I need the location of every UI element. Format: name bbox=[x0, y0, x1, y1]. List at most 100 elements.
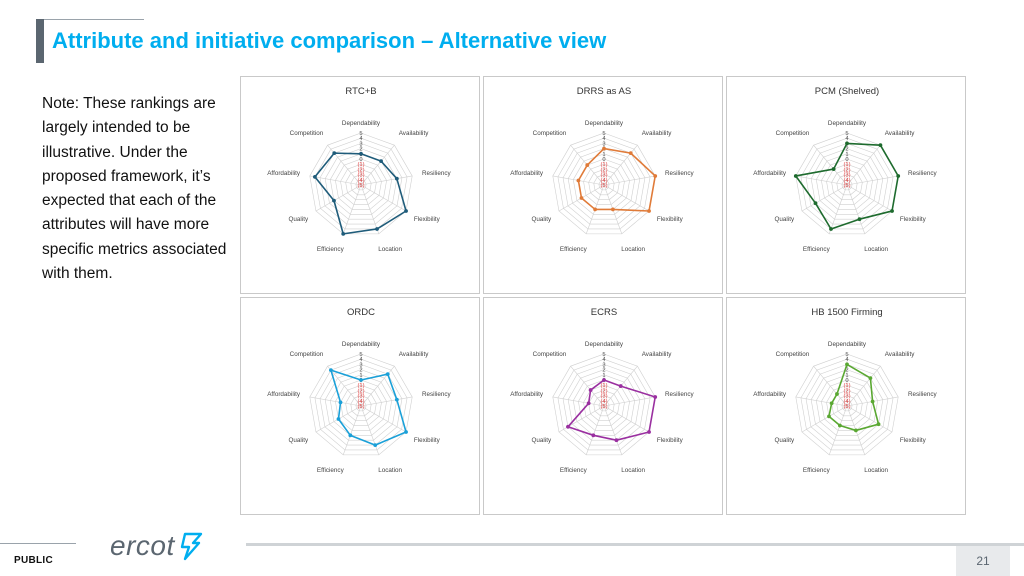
grid-spoke bbox=[828, 184, 848, 234]
grid-ring bbox=[821, 158, 873, 210]
axis-label: Quality bbox=[532, 216, 552, 223]
grid-ring bbox=[567, 369, 641, 441]
data-point bbox=[890, 209, 894, 213]
axis-label: Affordability bbox=[510, 170, 544, 177]
scale-tick-label: 2 bbox=[359, 368, 362, 374]
series-line bbox=[314, 152, 407, 235]
axis-label: Location bbox=[378, 246, 402, 253]
axis-label: Flexibility bbox=[657, 216, 684, 223]
grid-ring bbox=[340, 384, 382, 426]
grid-spoke bbox=[795, 175, 848, 186]
grid-ring bbox=[841, 400, 853, 412]
scale-tick-label: 4 bbox=[602, 357, 606, 363]
axis-label: Location bbox=[864, 246, 888, 253]
scale-tick-label: (2) bbox=[357, 388, 364, 394]
axis-label: Flexibility bbox=[414, 437, 441, 444]
grid-spoke bbox=[603, 184, 650, 212]
grid-spoke bbox=[315, 184, 362, 212]
scale-tick-label: 0 bbox=[845, 378, 848, 384]
grid-spoke bbox=[801, 184, 848, 212]
page-number: 21 bbox=[976, 554, 990, 568]
data-point bbox=[593, 207, 598, 212]
grid-spoke bbox=[360, 175, 413, 186]
data-point bbox=[591, 433, 596, 438]
data-point bbox=[385, 372, 390, 377]
scale-tick-label: (3) bbox=[843, 394, 850, 400]
grid-spoke bbox=[603, 405, 650, 433]
axis-label: Quality bbox=[289, 437, 309, 444]
axis-label: Location bbox=[621, 246, 645, 253]
axis-label: Dependability bbox=[585, 120, 624, 127]
grid-ring bbox=[800, 358, 894, 451]
axis-label: Efficiency bbox=[317, 467, 345, 474]
axis-label: Quality bbox=[289, 216, 309, 223]
grid-ring bbox=[329, 374, 393, 436]
data-point bbox=[566, 424, 570, 429]
grid-ring bbox=[593, 174, 615, 196]
data-point bbox=[813, 201, 818, 206]
chart-title: ECRS bbox=[591, 307, 617, 318]
scale-tick-label: (4) bbox=[843, 178, 850, 184]
data-point bbox=[379, 159, 383, 163]
axis-label: Competition bbox=[290, 351, 324, 358]
axis-label: Efficiency bbox=[803, 467, 831, 474]
grid-spoke bbox=[552, 396, 605, 407]
data-point bbox=[853, 428, 858, 433]
grid-ring bbox=[588, 169, 620, 200]
data-point bbox=[876, 422, 881, 427]
title-rule bbox=[44, 19, 144, 20]
grid-spoke bbox=[327, 144, 362, 186]
scale-tick-label: 1 bbox=[359, 373, 362, 379]
radar-chart: ORDC543210(1)(2)(3)(4)(5)DependabilityAv… bbox=[267, 307, 451, 474]
scale-tick-label: 5 bbox=[845, 131, 848, 137]
axis-label: Availability bbox=[642, 130, 672, 137]
grid-ring bbox=[800, 137, 894, 230]
axis-label: Flexibility bbox=[900, 437, 927, 444]
grid-ring bbox=[826, 384, 868, 426]
scale-tick-label: 3 bbox=[359, 141, 362, 147]
grid-ring bbox=[319, 143, 403, 225]
scale-tick-label: (1) bbox=[357, 162, 364, 168]
data-point bbox=[793, 174, 798, 178]
chart-panel-2: DRRS as AS543210(1)(2)(3)(4)(5)Dependabi… bbox=[483, 76, 723, 294]
scale-tick-label: 2 bbox=[845, 147, 848, 153]
axis-label: Availability bbox=[642, 351, 672, 358]
radar-chart: DRRS as AS543210(1)(2)(3)(4)(5)Dependabi… bbox=[510, 86, 695, 253]
scale-tick-label: (1) bbox=[357, 383, 364, 389]
axis-label: Affordability bbox=[510, 391, 544, 398]
axis-label: Resiliency bbox=[665, 170, 695, 177]
data-point bbox=[837, 423, 842, 428]
scale-tick-label: 2 bbox=[845, 368, 848, 374]
scale-tick-label: 1 bbox=[845, 373, 848, 379]
grid-spoke bbox=[360, 405, 407, 433]
data-point bbox=[359, 378, 363, 382]
grid-spoke bbox=[846, 184, 866, 234]
axis-label: Location bbox=[621, 467, 645, 474]
scale-tick-label: (4) bbox=[357, 178, 364, 184]
grid-spoke bbox=[309, 396, 362, 407]
data-point bbox=[610, 207, 615, 212]
scale-tick-label: 5 bbox=[359, 352, 362, 358]
data-point bbox=[313, 174, 317, 179]
scale-tick-label: 0 bbox=[845, 157, 848, 163]
axis-label: Quality bbox=[775, 437, 795, 444]
data-point bbox=[348, 433, 353, 438]
grid-ring bbox=[329, 153, 393, 215]
grid-ring bbox=[598, 400, 610, 412]
grid-ring bbox=[552, 132, 656, 235]
grid-ring bbox=[831, 169, 863, 200]
grid-ring bbox=[836, 395, 858, 417]
scale-tick-label: 4 bbox=[602, 136, 606, 142]
grid-ring bbox=[841, 179, 853, 191]
scale-tick-label: (5) bbox=[600, 183, 607, 189]
chart-title: ORDC bbox=[347, 307, 375, 318]
data-point bbox=[329, 368, 333, 373]
scale-tick-label: (5) bbox=[357, 404, 364, 410]
axis-label: Competition bbox=[290, 130, 324, 137]
grid-ring bbox=[821, 379, 873, 431]
chart-panel-1: RTC+B543210(1)(2)(3)(4)(5)DependabilityA… bbox=[240, 76, 480, 294]
scale-tick-label: (2) bbox=[600, 388, 607, 394]
grid-spoke bbox=[828, 405, 848, 455]
scale-tick-label: (2) bbox=[843, 167, 850, 173]
grid-spoke bbox=[360, 184, 407, 212]
